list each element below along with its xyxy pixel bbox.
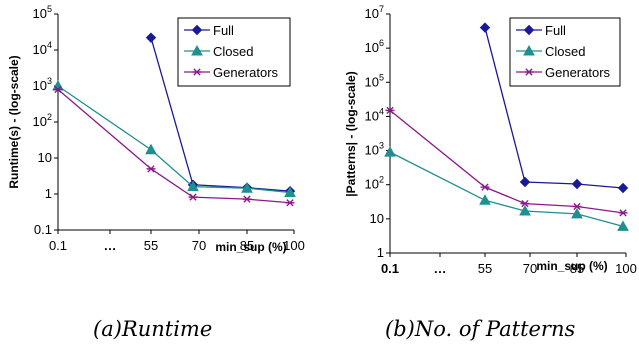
x-tick-label: 100: [615, 261, 637, 276]
data-point-closed: [145, 143, 157, 155]
x-tick-label: 85: [570, 261, 584, 276]
legend-label: Full: [213, 23, 234, 38]
y-axis-label: |Patterns| - (log-scale): [344, 71, 358, 196]
y-tick-label: 102: [33, 112, 52, 129]
x-tick-label: 100: [283, 238, 305, 253]
y-tick-label: 104: [33, 40, 52, 57]
series-line-generators: [57, 88, 291, 204]
y-tick-label: 1: [377, 245, 384, 260]
data-point-closed: [384, 146, 396, 157]
legend-label: Closed: [545, 44, 585, 59]
series-line-closed: [57, 85, 291, 194]
x-axis-label: min_sup (%): [215, 240, 286, 254]
legend-label: Generators: [213, 65, 279, 80]
legend-marker-full: [191, 24, 203, 36]
series-line-generators: [389, 109, 624, 214]
data-point-closed: [187, 180, 199, 192]
x-axis-label: min_sup (%): [536, 259, 607, 273]
data-point-generators: [480, 183, 490, 191]
legend-label: Closed: [213, 44, 253, 59]
y-tick-label: 0.1: [34, 222, 52, 237]
y-tick-label: 10: [370, 211, 384, 226]
chart-patterns: 1 10 102 103 104 105 106 107 0.1 … 55 70 85 100 |Patte…: [344, 4, 637, 341]
y-tick-label: 105: [365, 72, 384, 89]
data-point-generators: [242, 195, 252, 203]
series-line-closed: [389, 151, 624, 228]
figure-caption: (a)Runtime: [93, 317, 212, 341]
data-point-closed: [479, 194, 491, 205]
legend-marker-generators: [192, 68, 202, 76]
data-point-generators: [618, 209, 628, 217]
figure-caption: (b)No. of Patterns: [385, 317, 575, 341]
y-tick-label: 105: [33, 4, 52, 21]
legend-label: Full: [545, 23, 566, 38]
series-line-full: [484, 27, 624, 189]
y-tick-label: 107: [365, 4, 384, 21]
x-tick-label: 0.1: [381, 261, 399, 276]
data-point-closed: [617, 220, 629, 231]
y-tick-label: 104: [365, 106, 384, 123]
data-point-full: [479, 22, 491, 33]
data-point-full: [617, 182, 629, 194]
data-point-closed: [519, 204, 531, 216]
legend-marker-closed: [523, 44, 535, 56]
y-tick-label: 10: [38, 150, 52, 165]
y-tick-label: 103: [365, 141, 384, 158]
chart-runtime: 0.1 1 10 102 103 104 105 0.1 … 55 70 85 100 Runtime(s…: [7, 4, 305, 341]
legend: Full Closed Generators: [177, 17, 291, 87]
legend-label: Generators: [545, 65, 611, 80]
legend-marker-full: [523, 24, 535, 36]
x-axis-break-marker: …: [434, 261, 447, 276]
data-point-generators: [53, 85, 63, 94]
series-generators: [53, 85, 295, 207]
x-tick-label: 0.1: [49, 238, 67, 253]
legend-marker-generators: [524, 68, 534, 76]
data-point-generators: [572, 202, 582, 211]
data-point-generators: [385, 106, 395, 115]
x-tick-label: 55: [144, 238, 158, 253]
y-tick-label: 103: [33, 76, 52, 93]
series-closed: [52, 79, 296, 198]
series-full: [479, 22, 629, 194]
x-tick-label: 70: [192, 238, 206, 253]
legend-marker-closed: [191, 44, 203, 56]
legend: Full Closed Generators: [509, 17, 621, 87]
x-tick-label: 70: [523, 261, 537, 276]
y-tick-label: 1: [45, 186, 52, 201]
data-point-closed: [241, 182, 253, 193]
data-point-full: [145, 32, 157, 43]
y-axis-label: Runtime(s) - (log-scale): [7, 55, 21, 188]
series-generators: [385, 106, 628, 217]
series-closed: [384, 146, 629, 231]
data-point-full: [519, 176, 531, 188]
data-point-closed: [571, 207, 583, 219]
series-line-full: [150, 37, 291, 192]
data-point-full: [571, 178, 583, 190]
data-point-generators: [285, 199, 295, 207]
y-tick-label: 102: [365, 175, 384, 192]
data-point-generators: [188, 193, 198, 201]
data-point-generators: [146, 165, 156, 173]
y-tick-label: 106: [365, 38, 384, 55]
x-tick-label: 85: [240, 238, 254, 253]
data-point-closed: [284, 186, 296, 198]
x-axis-break-marker: …: [104, 238, 117, 253]
data-point-generators: [520, 199, 530, 208]
x-tick-label: 55: [478, 261, 492, 276]
